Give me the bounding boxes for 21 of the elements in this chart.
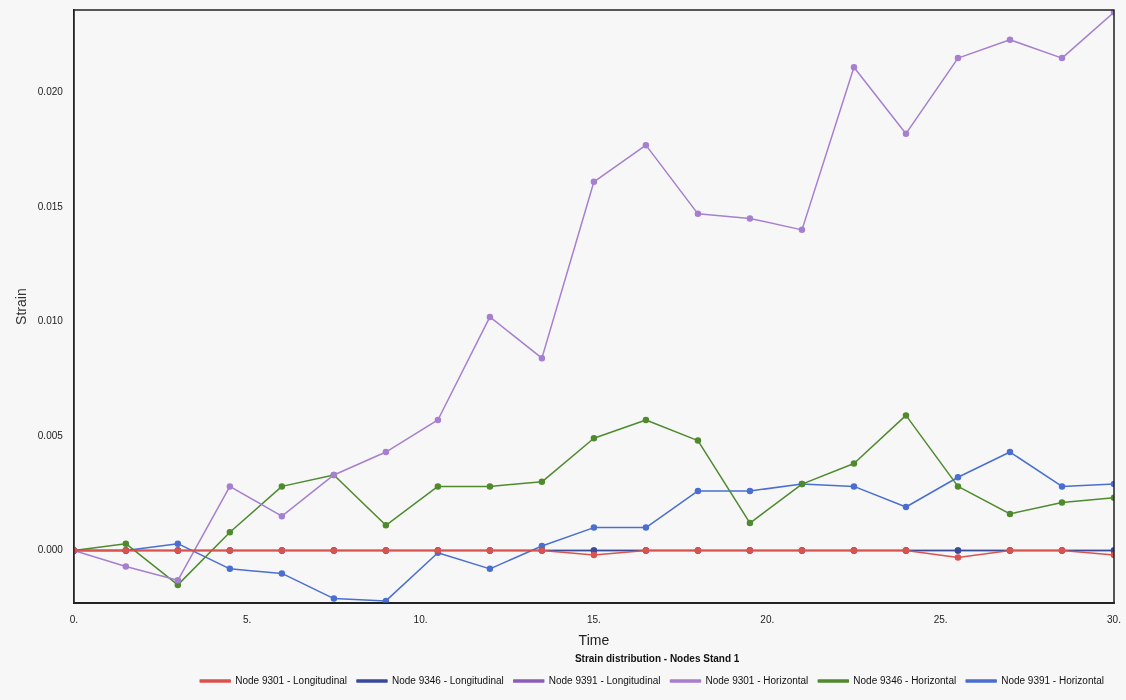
y-axis-title: Strain (13, 288, 30, 325)
x-tick-label: 5. (243, 613, 252, 625)
x-axis-title: Time (578, 632, 610, 649)
y-tick-label: 0.010 (37, 315, 64, 327)
legend-title: Strain distribution - Nodes Stand 1 (574, 652, 740, 664)
y-tick-label: 0.000 (37, 544, 64, 556)
legend-label: Node 9346 - Longitudinal (391, 674, 504, 686)
legend-label: Node 9346 - Horizontal (853, 674, 957, 686)
x-tick-label: 25. (933, 613, 948, 625)
x-tick-label: 20. (760, 613, 775, 625)
legend-label: Node 9301 - Horizontal (705, 674, 809, 686)
x-tick-label: 0. (69, 613, 78, 625)
legend-label: Node 9391 - Longitudinal (548, 674, 661, 686)
legend-label: Node 9301 - Longitudinal (235, 674, 347, 686)
y-tick-label: 0.015 (37, 200, 64, 212)
x-tick-label: 15. (586, 613, 601, 625)
y-tick-label: 0.020 (37, 86, 64, 98)
x-tick-label: 10. (413, 613, 428, 625)
x-tick-label: 30. (1107, 613, 1121, 625)
y-tick-label: 0.005 (37, 429, 64, 441)
legend-label: Node 9391 - Horizontal (1001, 674, 1105, 686)
